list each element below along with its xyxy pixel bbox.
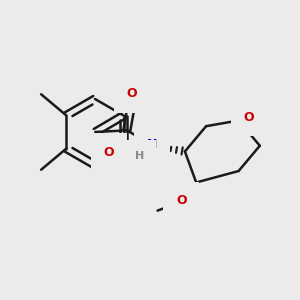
Text: O: O xyxy=(126,87,137,100)
Polygon shape xyxy=(176,182,197,206)
Text: H: H xyxy=(135,151,145,161)
Text: O: O xyxy=(243,111,254,124)
Text: O: O xyxy=(104,146,115,159)
Text: N: N xyxy=(147,137,157,151)
Text: O: O xyxy=(176,194,187,207)
